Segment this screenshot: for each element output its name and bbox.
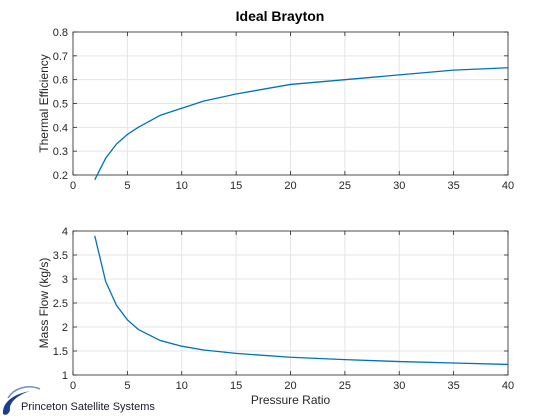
thermal-efficiency-plot: 0 5 10 15 20 25 30 35 40 0.2 0.3 0.4 0.5 0.6 0.7 0.8 The…: [37, 27, 514, 192]
efficiency-y-tick-label: 0.6: [53, 75, 68, 87]
efficiency-y-tick-label: 0.5: [53, 99, 68, 111]
efficiency-x-tick-label: 15: [230, 180, 242, 192]
figure-title: Ideal Brayton: [236, 8, 325, 24]
massflow-y-tick-label: 2.5: [53, 298, 68, 310]
massflow-x-tick-label: 30: [393, 380, 405, 392]
massflow-x-tick-label: 40: [502, 380, 514, 392]
company-logo: Princeton Satellite Systems: [2, 386, 155, 415]
massflow-y-axis-label: Mass Flow (kg/s): [37, 258, 51, 349]
efficiency-x-tick-label: 25: [339, 180, 351, 192]
massflow-series-line: [94, 235, 509, 366]
efficiency-y-tick-label: 0.3: [53, 146, 68, 158]
massflow-y-tick-label: 3.5: [53, 250, 68, 262]
efficiency-y-axis-label: Thermal Efficiency: [37, 54, 51, 152]
efficiency-x-tick-label: 40: [502, 180, 514, 192]
efficiency-x-tick-label: 30: [393, 180, 405, 192]
mass-flow-plot: 0 5 10 15 20 25 30 35 40 1 1.5 2 2.5 3 3.5 4 Mass Flow (…: [37, 226, 514, 407]
massflow-y-tick-label: 2: [62, 322, 68, 334]
massflow-y-tick-label: 4: [62, 226, 68, 238]
logo-text: Princeton Satellite Systems: [21, 401, 155, 413]
massflow-x-axis-label: Pressure Ratio: [251, 393, 331, 407]
efficiency-y-tick-label: 0.2: [53, 170, 68, 182]
massflow-x-tick-label: 5: [124, 380, 130, 392]
efficiency-y-tick-label: 0.7: [53, 51, 68, 63]
massflow-x-tick-label: 0: [70, 380, 76, 392]
massflow-x-tick-label: 15: [230, 380, 242, 392]
efficiency-x-tick-label: 5: [124, 180, 130, 192]
efficiency-series-line: [94, 67, 509, 181]
logo-swoosh-icon: [2, 391, 30, 415]
logo-arc-icon: [7, 386, 41, 399]
massflow-y-tick-label: 3: [62, 274, 68, 286]
massflow-x-tick-label: 10: [176, 380, 188, 392]
massflow-x-tick-label: 35: [448, 380, 460, 392]
efficiency-y-tick-label: 0.8: [53, 27, 68, 39]
efficiency-y-tick-label: 0.4: [53, 122, 68, 134]
massflow-x-tick-label: 25: [339, 380, 351, 392]
efficiency-x-tick-label: 10: [176, 180, 188, 192]
massflow-y-tick-label: 1: [62, 370, 68, 382]
massflow-x-tick-label: 20: [284, 380, 296, 392]
efficiency-x-tick-label: 35: [448, 180, 460, 192]
massflow-y-tick-label: 1.5: [53, 346, 68, 358]
efficiency-x-tick-label: 20: [284, 180, 296, 192]
efficiency-x-tick-label: 0: [70, 180, 76, 192]
